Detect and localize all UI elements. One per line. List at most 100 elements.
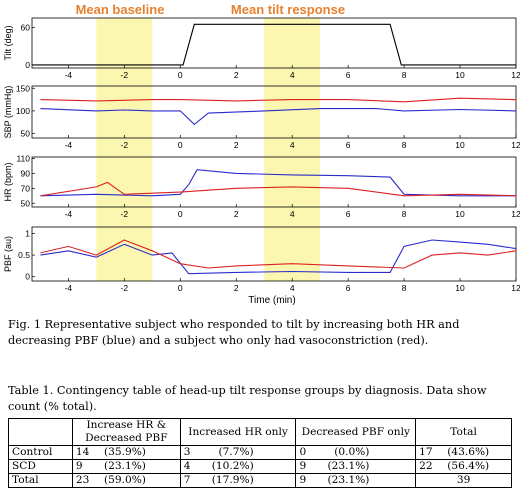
series-line-red	[40, 181, 517, 197]
count: 17	[419, 446, 433, 458]
x-tick-label: 10	[455, 70, 465, 80]
y-axis-label: HR (bpm)	[3, 162, 13, 201]
table-cell: 39	[415, 473, 512, 488]
x-tick-label: 6	[346, 283, 351, 293]
row-label: SCD	[8, 459, 73, 474]
table-cell: 9 (23.1%)	[295, 473, 417, 488]
table-row: Total 23 (59.0%) 7 (17.9%) 9 (23.1%) 39	[8, 473, 512, 488]
count: 14	[75, 446, 90, 458]
table-header-cell: Decreased PBF only	[295, 418, 417, 446]
x-tick-label: 2	[234, 283, 239, 293]
count: 9	[299, 460, 307, 472]
series-line-red	[40, 239, 517, 269]
figure-caption: Fig. 1 Representative subject who respon…	[8, 318, 460, 347]
baseline-header: Mean baseline	[76, 2, 165, 17]
percent: (0.0%)	[334, 446, 370, 458]
percent: (17.9%)	[211, 474, 254, 486]
y-tick-label: 50	[21, 128, 31, 138]
percent: (56.4%)	[447, 460, 490, 472]
x-tick-label: -2	[121, 209, 129, 219]
x-tick-label: 12	[511, 140, 520, 150]
x-tick-label: 10	[455, 283, 465, 293]
x-tick-label: 4	[290, 70, 295, 80]
y-tick-label: 0.5	[18, 250, 30, 260]
percent: (23.1%)	[327, 460, 370, 472]
x-tick-label: -2	[121, 70, 129, 80]
highlight-band	[96, 18, 153, 281]
panel-pbf: 0 0.5 1 -4 -2 0 2 4 6 8 10 12 PBF (au)	[3, 226, 520, 293]
count: 9	[299, 474, 307, 486]
table-cell: 22 (56.4%)	[415, 459, 512, 474]
x-axis-label: Time (min)	[248, 295, 295, 306]
percent: (35.9%)	[104, 446, 146, 458]
table-cell: 9 (23.1%)	[295, 459, 417, 474]
table-cell: 9 (23.1%)	[71, 459, 181, 474]
panel-frame	[31, 226, 517, 282]
x-tick-label: 10	[455, 209, 465, 219]
percent: (59.0%)	[104, 474, 146, 486]
y-tick-label: 0	[25, 272, 30, 282]
count: 3	[183, 446, 191, 458]
x-tick-label: 0	[178, 209, 183, 219]
figure: Mean baseline Mean tilt response 060-4 -2…	[3, 2, 520, 306]
series-line-blue	[40, 169, 516, 197]
x-tick-label: 6	[346, 70, 351, 80]
percent: (43.6%)	[447, 446, 490, 458]
x-tick-label: -4	[65, 283, 73, 293]
row-label: Total	[8, 473, 73, 488]
y-axis-label: PBF (au)	[3, 236, 13, 272]
y-axis-label: Tilt (deg)	[3, 25, 13, 60]
table-header-cell: Increase HR & Decreased PBF	[71, 418, 181, 446]
tilt-header: Mean tilt response	[231, 2, 345, 17]
table-cell: 4 (10.2%)	[179, 459, 297, 474]
x-tick-label: 6	[346, 209, 351, 219]
x-tick-label: 12	[511, 209, 520, 219]
x-tick-label: 2	[234, 70, 239, 80]
x-tick-label: -2	[121, 140, 129, 150]
x-tick-label: 8	[402, 70, 407, 80]
x-tick-label: 4	[290, 140, 295, 150]
x-tick-label: -4	[65, 209, 73, 219]
panel-tilt: 0 60 -4 -2 0 2 4 6 8 10 12 Tilt (deg)	[3, 17, 520, 80]
x-tick-label: -4	[65, 70, 73, 80]
y-tick-label: 50	[21, 198, 31, 208]
series-line-blue	[40, 108, 517, 126]
x-tick-label: 12	[511, 283, 520, 293]
x-tick-label: 0	[178, 140, 183, 150]
percent: (7.7%)	[218, 446, 254, 458]
table-row: Control 14 (35.9%) 3 (7.7%) 0 (0.0%) 17 (43.…	[8, 445, 512, 460]
x-tick-label: 0	[178, 283, 183, 293]
count: 22	[419, 460, 433, 472]
count: 0	[299, 446, 307, 458]
y-tick-label: 60	[21, 22, 31, 32]
x-tick-label: 0	[178, 70, 183, 80]
x-tick-label: 2	[234, 140, 239, 150]
y-tick-label: 150	[16, 83, 30, 93]
count: 9	[75, 460, 83, 472]
panel-hr: 50 70 90 110 -4 -2 0 2 4 6 8 10 12 HR (bpm)	[3, 153, 520, 219]
table-header-row: Increase HR & Decreased PBF Increased HR…	[8, 418, 512, 446]
table-cell: 23 (59.0%)	[71, 473, 181, 488]
x-tick-label: 12	[511, 70, 520, 80]
table-cell: 17 (43.6%)	[415, 445, 512, 460]
x-tick-label: -2	[121, 283, 129, 293]
table-caption: Table 1. Contingency table of head-up ti…	[8, 384, 487, 413]
x-tick-label: 4	[290, 283, 295, 293]
y-tick-label: 1	[25, 228, 30, 238]
series-line-red	[40, 97, 517, 103]
x-tick-label: -4	[65, 140, 73, 150]
row-label: Control	[8, 445, 73, 460]
panel-frame	[31, 156, 517, 208]
highlight-bands	[96, 18, 321, 281]
x-tick-label: 8	[402, 283, 407, 293]
contingency-table: Increase HR & Decreased PBF Increased HR…	[8, 418, 512, 488]
highlight-band	[264, 18, 321, 281]
percent: (23.1%)	[104, 460, 146, 472]
table-cell: 14 (35.9%)	[71, 445, 181, 460]
y-tick-label: 0	[25, 60, 30, 70]
x-tick-label: 10	[455, 140, 465, 150]
table-cell: 3 (7.7%)	[179, 445, 297, 460]
table-row: SCD 9 (23.1%) 4 (10.2%) 9 (23.1%) 22 (56.4%)	[8, 459, 512, 474]
table-cell: 0 (0.0%)	[295, 445, 417, 460]
